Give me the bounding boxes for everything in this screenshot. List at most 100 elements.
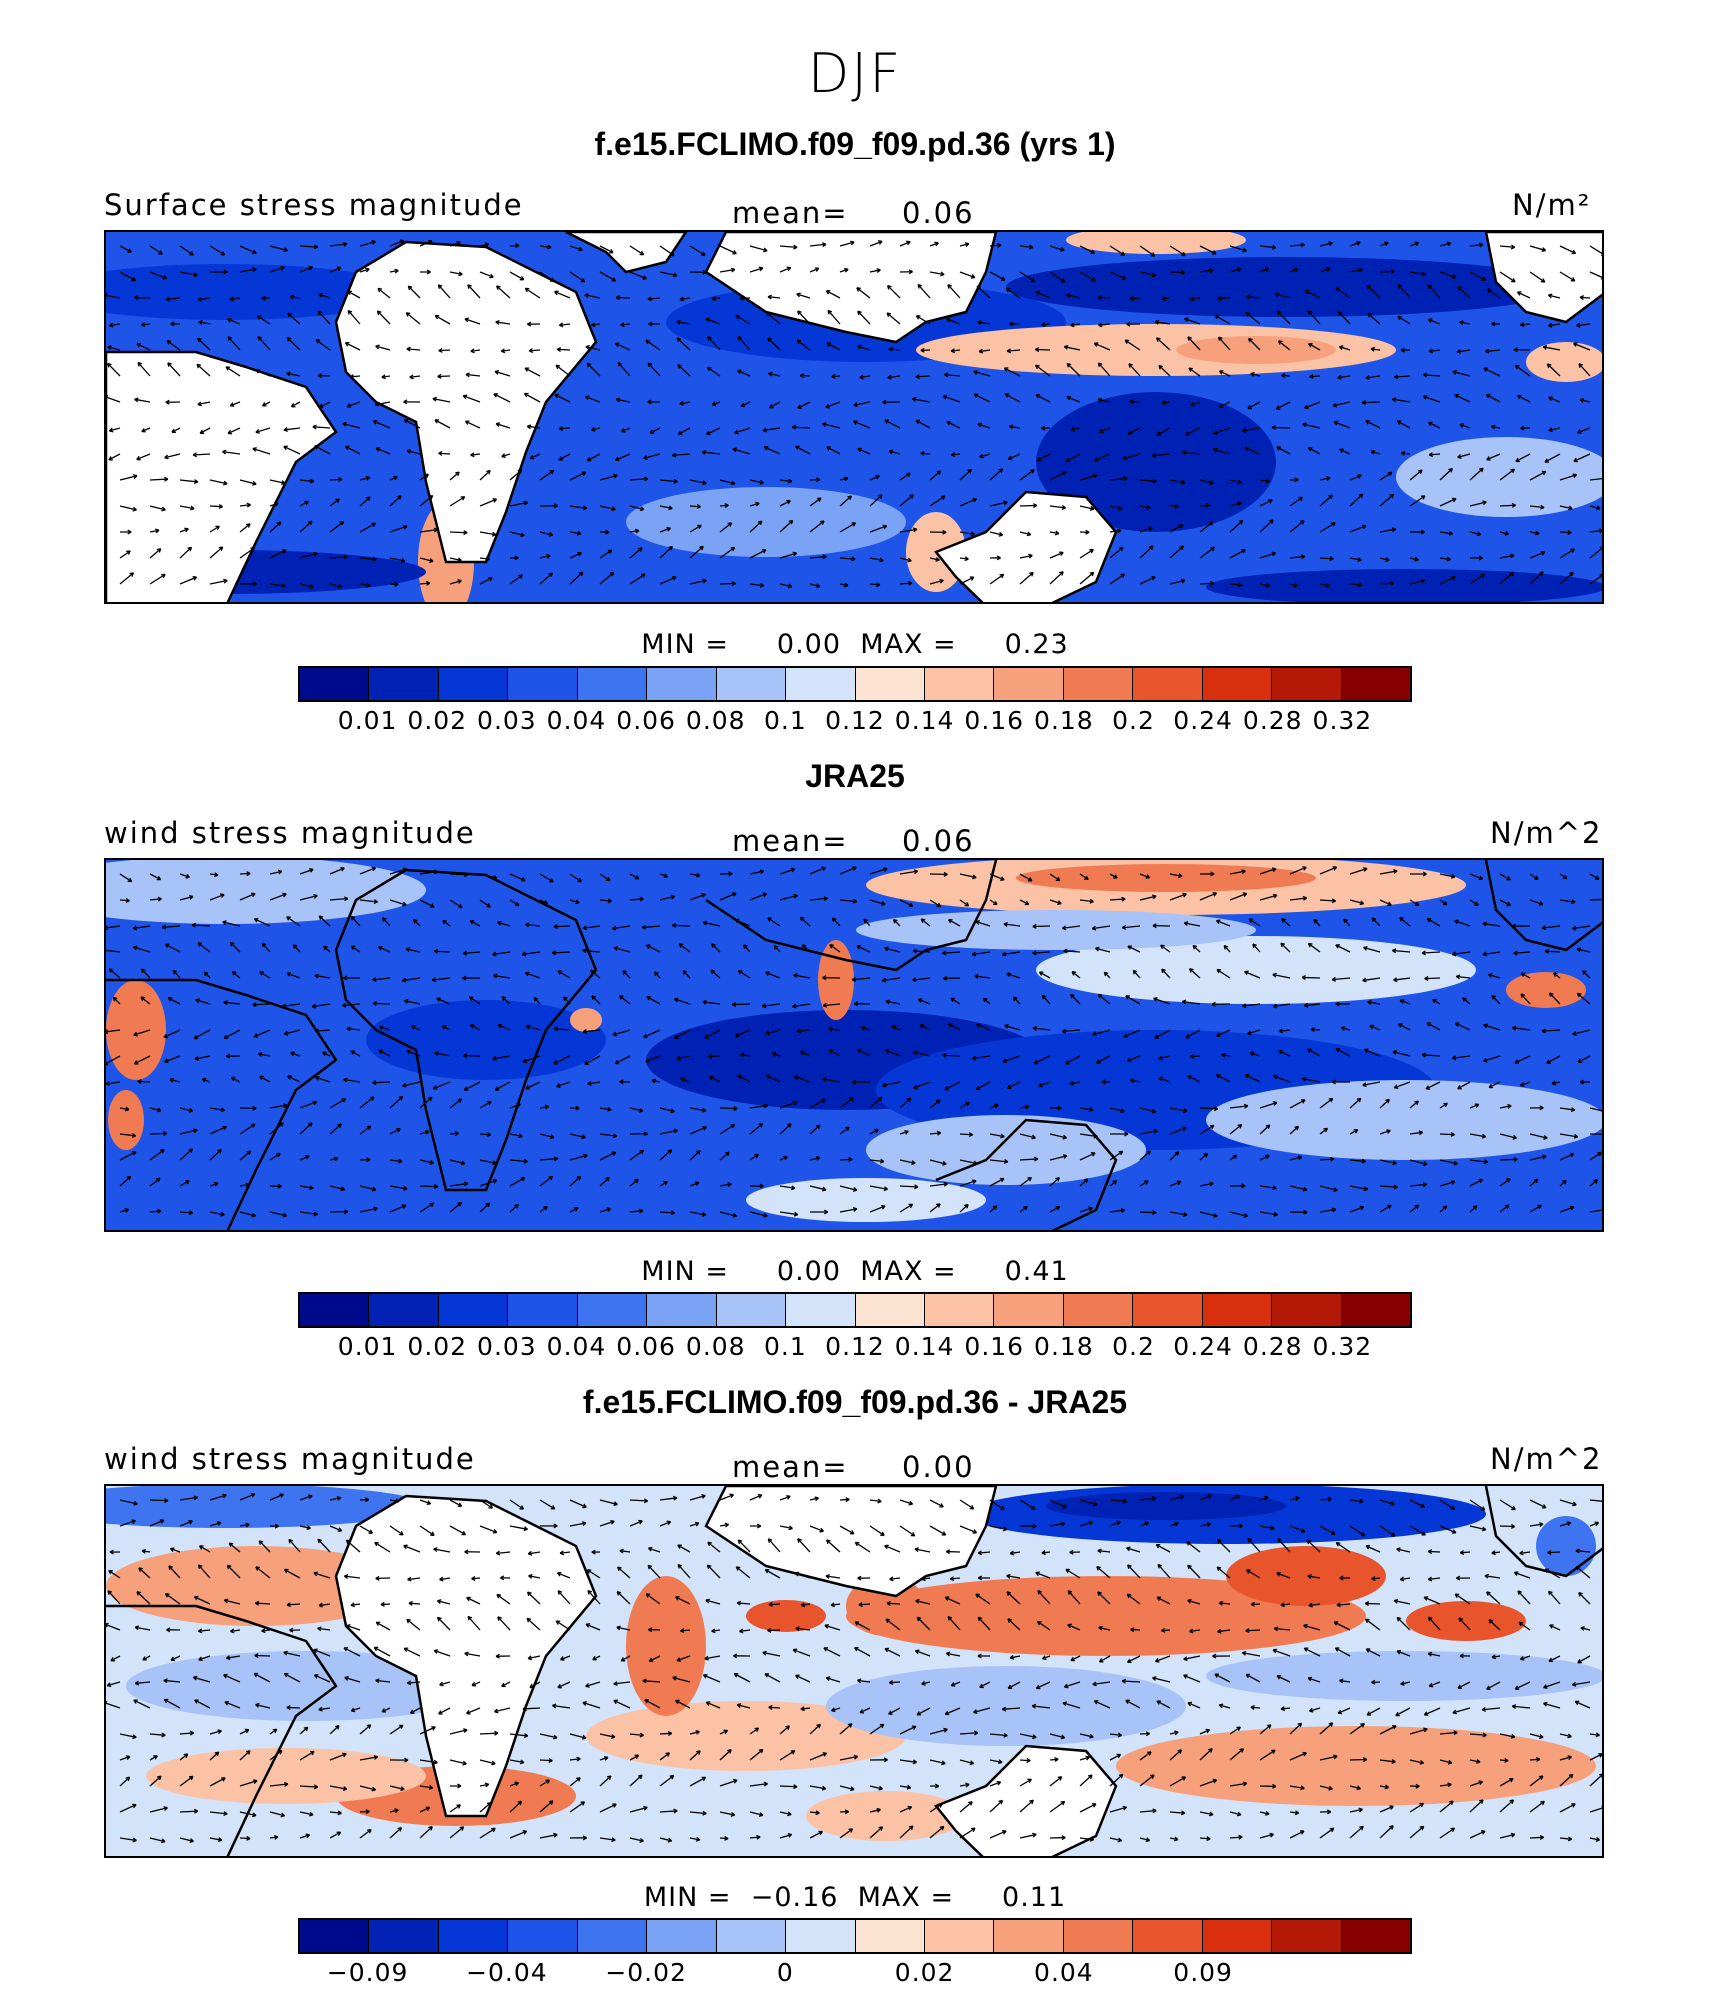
vector-arrowhead [318, 1706, 323, 1712]
vector-arrow [1439, 1499, 1455, 1510]
vector-arrowhead [993, 900, 998, 906]
vector-arrowhead [666, 526, 671, 532]
vector-arrow [312, 426, 331, 429]
vector-arrow [179, 546, 192, 559]
vector-arrow [1259, 519, 1274, 533]
vector-arrow [689, 1107, 707, 1112]
vector-arrowhead [286, 972, 292, 977]
vector-arrowhead [1003, 1159, 1009, 1164]
vector-arrowhead [283, 445, 288, 451]
vector-arrow [1049, 1133, 1067, 1139]
vector-arrow [1019, 1499, 1036, 1510]
vector-arrowhead [730, 480, 736, 486]
vector-arrowhead [1428, 1682, 1434, 1688]
vector-arrow [1319, 522, 1336, 533]
vector-arrow [1499, 468, 1515, 481]
vector-arrowhead [246, 1150, 252, 1156]
colorbar-swatch [438, 1920, 509, 1952]
vector-arrowhead [399, 1531, 404, 1536]
vector-arrowhead [936, 902, 942, 908]
vector-arrow [1003, 367, 1021, 377]
vector-arrowhead [758, 1748, 764, 1754]
vector-arrowhead [613, 1699, 618, 1705]
vector-arrow [1576, 323, 1591, 327]
vector-arrowhead [460, 496, 466, 501]
stress-vectors [106, 239, 1602, 589]
vector-arrow [629, 505, 644, 511]
vector-arrowhead [454, 1131, 459, 1136]
vector-arrow [239, 1780, 258, 1787]
vector-arrowhead [937, 1803, 943, 1808]
vector-arrow [479, 1802, 492, 1813]
vector-arrowhead [1569, 1152, 1575, 1158]
vector-arrowhead [734, 1032, 740, 1038]
vector-arrow [885, 1049, 901, 1057]
vector-arrow [419, 582, 430, 585]
vector-arrow [569, 873, 582, 883]
vector-arrowhead [1032, 923, 1037, 929]
vector-arrowhead [942, 529, 947, 535]
vector-arrowhead [126, 1175, 132, 1181]
vector-arrowhead [939, 578, 944, 584]
vector-arrow [375, 447, 391, 455]
vector-arrowhead [1359, 1825, 1364, 1831]
vector-arrowhead [252, 249, 257, 255]
vector-arrowhead [1511, 1505, 1516, 1511]
vector-arrow [209, 546, 224, 559]
vector-arrowhead [375, 447, 381, 452]
vector-arrowhead [936, 1130, 942, 1136]
vector-arrow [1259, 479, 1270, 482]
vector-arrow [749, 549, 767, 559]
vector-arrow [978, 1551, 991, 1554]
vector-arrowhead [188, 1775, 194, 1781]
vector-arrow [899, 1525, 916, 1537]
vector-arrowhead [227, 317, 232, 323]
vector-arrow [1469, 1733, 1487, 1736]
vector-arrow [899, 1825, 914, 1839]
vector-arrowhead [728, 871, 733, 877]
vector-arrow [1276, 1572, 1291, 1579]
vector-arrowhead [313, 1211, 318, 1217]
vector-arrowhead [500, 348, 506, 354]
vector-arrow [231, 971, 241, 979]
vector-arrowhead [1154, 1034, 1159, 1039]
vector-arrowhead [1103, 971, 1109, 977]
vector-arrow [979, 453, 991, 458]
vector-arrow [1454, 920, 1471, 927]
vector-arrowhead [1060, 278, 1066, 283]
vector-arrow [1409, 1825, 1425, 1839]
vector-arrow [141, 968, 151, 979]
vector-arrowhead [366, 1125, 372, 1131]
vector-arrow [1139, 1521, 1149, 1527]
vector-arrowhead [1125, 1699, 1130, 1705]
vector-arrowhead [1332, 402, 1337, 408]
vector-arrow [1229, 1495, 1241, 1501]
vector-arrow [1169, 271, 1186, 274]
vector-arrowhead [651, 1078, 656, 1084]
colorbar-tick-label: 0.16 [964, 706, 1025, 735]
vector-arrow [1459, 321, 1471, 325]
vector-arrow [621, 427, 631, 433]
vector-arrowhead [346, 403, 352, 408]
vector-arrow [899, 494, 914, 507]
vector-arrow [590, 969, 601, 979]
vector-arrowhead [1030, 277, 1036, 283]
vector-arrow [1019, 1133, 1036, 1139]
vector-arrow [1109, 898, 1126, 901]
vector-arrow [749, 1836, 761, 1839]
vector-arrow [227, 427, 241, 435]
vector-arrowhead [169, 1547, 175, 1553]
vector-arrowhead [495, 1653, 500, 1659]
vector-arrowhead [1454, 393, 1459, 399]
vector-arrowhead [1276, 310, 1282, 316]
vector-arrowhead [1542, 1154, 1547, 1160]
landmass [933, 1744, 1118, 1856]
vector-arrowhead [222, 920, 227, 926]
vector-arrowhead [737, 1539, 743, 1545]
vector-arrow [539, 1499, 556, 1510]
vector-arrow [1039, 971, 1051, 979]
vector-arrowhead [1249, 1051, 1255, 1057]
vector-arrow [1589, 898, 1602, 901]
vector-arrow [1349, 1129, 1358, 1135]
vector-arrowhead [1599, 573, 1602, 579]
